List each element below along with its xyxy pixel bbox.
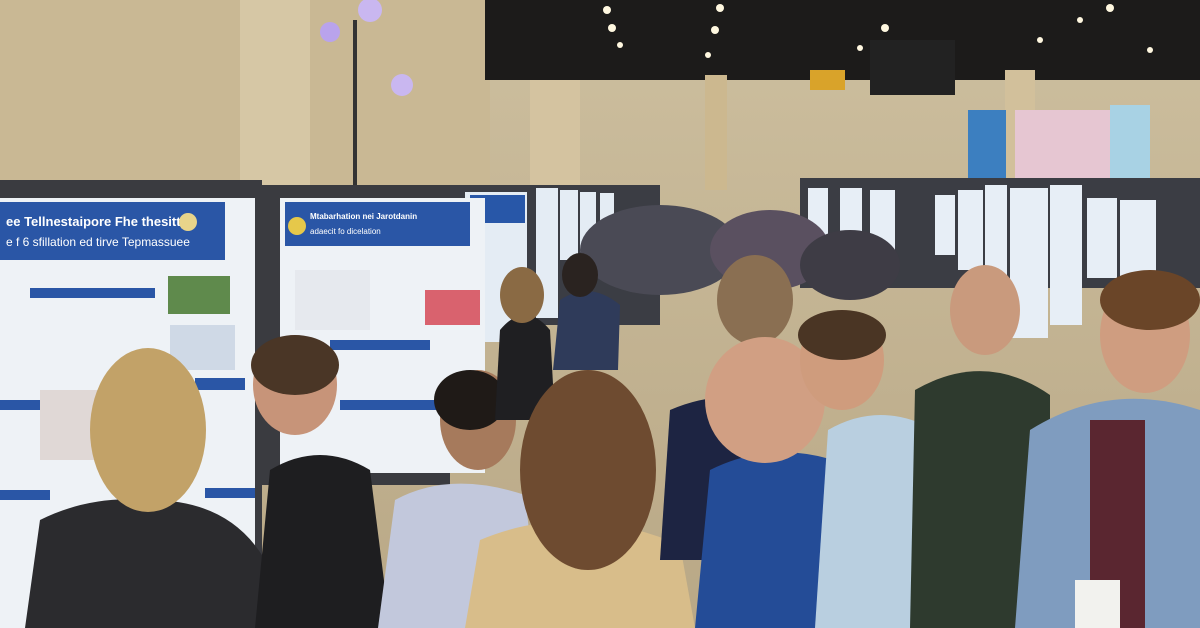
poster-title: e f 6 sfillation ed tirve Tepmassuee xyxy=(6,235,190,249)
poster-logo xyxy=(179,213,197,231)
poster-section xyxy=(340,400,440,410)
pillar xyxy=(705,75,727,190)
screen xyxy=(870,40,955,95)
poster-section xyxy=(195,378,245,390)
poster-section xyxy=(330,340,430,350)
poster-section xyxy=(0,400,40,410)
badge xyxy=(1075,580,1120,628)
ceiling xyxy=(485,0,1200,80)
people xyxy=(25,253,1200,628)
pillar xyxy=(530,80,580,190)
poster-title: adaecit fo dicelation xyxy=(310,227,381,236)
poster-figure xyxy=(425,290,480,325)
poster-section xyxy=(0,490,50,500)
poster-header xyxy=(285,202,470,246)
poster-section xyxy=(205,488,255,498)
booth xyxy=(968,110,1006,180)
poster-title: Mtabarhation nei Jarotdanin xyxy=(310,212,417,221)
lamp xyxy=(391,74,413,96)
lamp xyxy=(320,22,340,42)
lamp xyxy=(358,0,382,22)
poster-header xyxy=(0,202,225,260)
pillar xyxy=(240,0,310,190)
poster-photo xyxy=(168,276,230,314)
poster-section xyxy=(30,288,155,298)
poster-figure xyxy=(295,270,370,330)
poster-logo xyxy=(288,217,306,235)
sign xyxy=(810,70,845,90)
ceiling-lights xyxy=(603,4,1153,58)
poster-title: ee Tellnestaipore Fhe thesitty xyxy=(6,214,189,229)
booth xyxy=(1110,105,1150,180)
